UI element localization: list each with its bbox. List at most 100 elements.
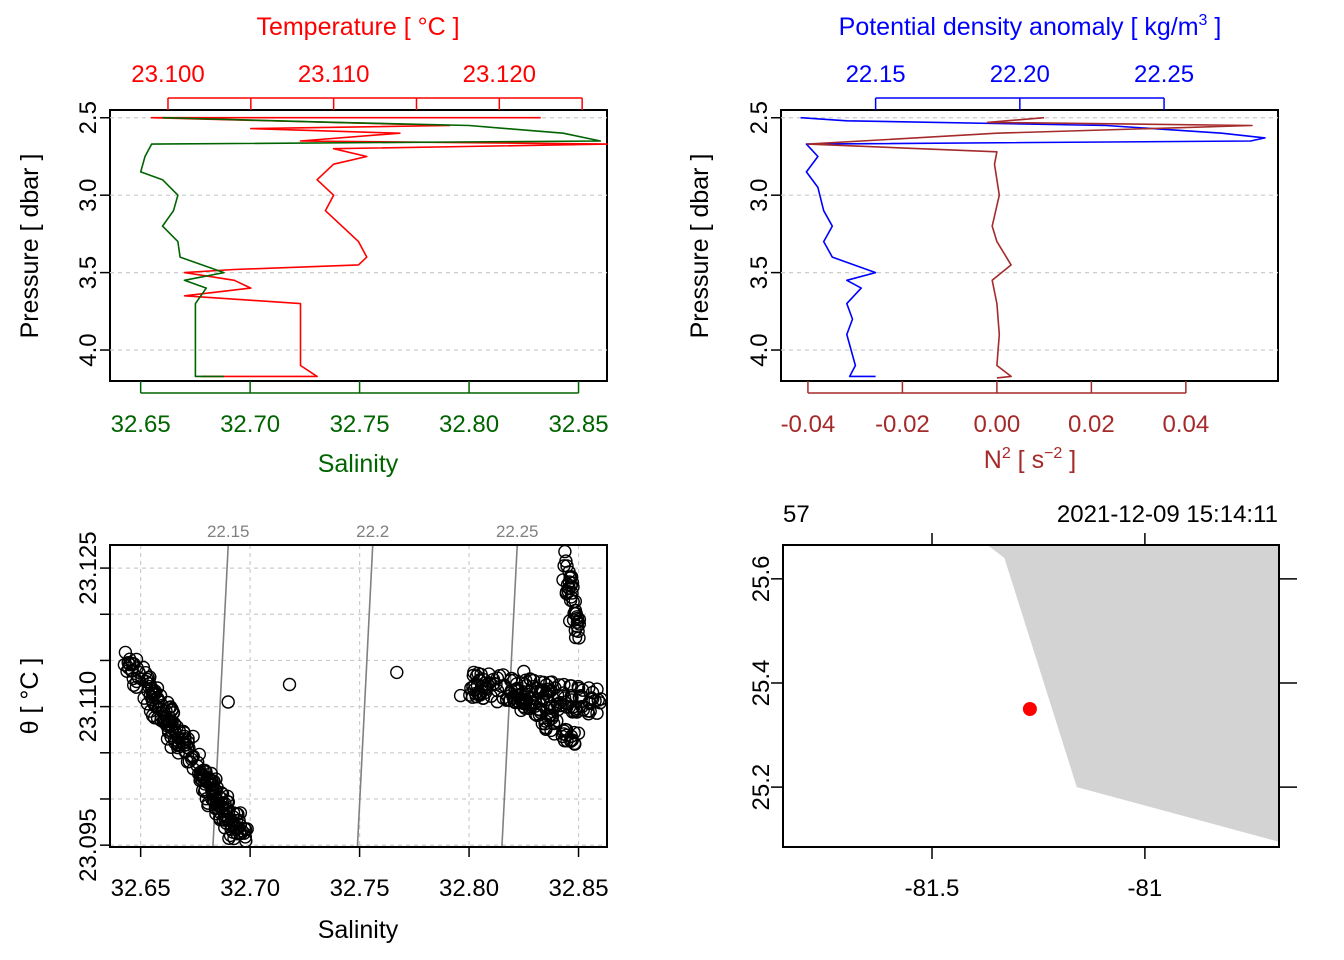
data-point [208, 783, 223, 797]
data-point [180, 755, 195, 769]
bottom-axis-tick-label: 32.70 [220, 411, 280, 438]
data-point [576, 683, 590, 697]
data-point [194, 767, 208, 781]
plot-frame [780, 109, 1279, 382]
data-point [161, 712, 175, 726]
data-point [118, 645, 133, 660]
isopycnal-label: 22.2 [356, 522, 389, 541]
isopycnal-label: 22.15 [207, 522, 250, 541]
data-point [517, 664, 531, 679]
series-line-salinity [139, 116, 602, 378]
data-point [566, 595, 580, 609]
data-point [570, 705, 584, 719]
data-point [550, 714, 564, 728]
salinity-axis-title: Salinity [318, 450, 399, 478]
data-point [544, 723, 558, 738]
temperature-axis-title: Temperature [ °C ] [256, 13, 459, 41]
data-point [222, 831, 236, 845]
axis-ticks: 2.5 3.0 3.5 4.0 22.15 22.20 22.25 -0.04 -0.02 0.0… [746, 61, 1209, 438]
profile-lines [800, 116, 1266, 379]
data-point [145, 681, 159, 695]
data-point [507, 673, 521, 687]
bottom-axis-tick-label: 32.85 [549, 411, 609, 438]
data-point [204, 766, 219, 781]
grid-lines [781, 117, 1278, 351]
pressure-tick-label: 4.0 [746, 333, 773, 366]
data-point [151, 694, 165, 708]
theta-tick-label: 23.095 [75, 808, 102, 881]
data-point [572, 612, 587, 627]
top-axis-tick-label: 23.100 [131, 61, 204, 88]
n2-axis-title: N2 [ s−2 ] [984, 445, 1076, 474]
pressure-tick-label: 4.0 [75, 333, 102, 366]
salinity-tick-label: 32.80 [439, 875, 499, 902]
data-point [170, 740, 185, 755]
plot-frame [109, 109, 608, 382]
data-point [575, 690, 589, 704]
data-point [161, 717, 175, 731]
profile-lines [139, 116, 608, 378]
pressure-tick-label: 3.0 [746, 178, 773, 211]
coastline-land [987, 545, 1279, 842]
longitude-tick-label: -81.5 [905, 875, 960, 902]
data-point [563, 679, 577, 693]
grid-lines [110, 545, 607, 847]
data-point [560, 734, 574, 748]
isopycnal-line [356, 544, 374, 848]
data-point [143, 689, 158, 703]
pressure-tick-label: 3.5 [75, 256, 102, 289]
salinity-tick-label: 32.85 [549, 875, 609, 902]
top-axis-tick-label: 22.15 [846, 61, 906, 88]
top-axis-tick-label: 22.20 [990, 61, 1050, 88]
data-point [117, 658, 132, 672]
data-point [564, 734, 578, 748]
data-point [186, 729, 200, 744]
data-point [172, 735, 186, 750]
data-point [126, 671, 140, 686]
latitude-tick-label: 25.6 [748, 555, 775, 602]
isopycnal-lines: 22.15 22.2 22.25 [207, 522, 539, 848]
data-point [221, 695, 235, 709]
data-point [562, 700, 577, 714]
station-marker [1022, 702, 1037, 716]
data-point [515, 692, 529, 706]
data-point [240, 822, 254, 836]
data-point [525, 692, 540, 706]
panel-profile-ts: Temperature [ °C ] Salinity Pressure [ d… [16, 13, 609, 478]
data-point [526, 673, 541, 688]
data-point [473, 674, 487, 688]
isopycnal-label: 22.25 [496, 522, 539, 541]
axis-ticks: 32.65 32.70 32.75 32.80 32.85 23.095 23.110 23.… [75, 531, 609, 902]
data-point [570, 619, 584, 634]
longitude-tick-label: -81 [1128, 875, 1163, 902]
data-point [489, 677, 503, 692]
salinity-tick-label: 32.70 [220, 875, 280, 902]
data-point [570, 615, 585, 629]
data-point [208, 789, 222, 803]
plot-frame [782, 544, 1280, 848]
data-point [518, 701, 532, 715]
salinity-tick-label: 32.75 [330, 875, 390, 902]
data-point [199, 792, 214, 806]
bottom-axis-tick-label: 32.65 [111, 411, 171, 438]
data-point [542, 713, 556, 727]
grid-lines [110, 117, 607, 351]
data-point [543, 675, 557, 690]
data-point [165, 703, 179, 718]
data-point [567, 725, 581, 740]
data-point [282, 677, 297, 692]
data-point [126, 678, 141, 692]
data-point [559, 585, 574, 599]
series-line-n2 [807, 116, 1253, 379]
data-point [591, 693, 605, 707]
theta-axis-title: θ [ °C ] [16, 658, 44, 735]
data-point [219, 816, 234, 830]
bottom-axis-tick-label: 0.04 [1163, 411, 1210, 438]
bottom-axis-tick-label: -0.02 [875, 411, 930, 438]
pressure-tick-label: 3.5 [746, 256, 773, 289]
station-time-label: 2021-12-09 15:14:11 [1057, 501, 1278, 528]
panel-ts-diagram: 22.15 22.2 22.25 Salinity θ [ °C ] 32.65 32… [16, 522, 609, 944]
axis-ticks: -81.5 -81 25.2 25.4 25.6 [748, 533, 1297, 902]
data-point [553, 698, 568, 713]
bottom-axis-tick-label: 0.02 [1068, 411, 1115, 438]
